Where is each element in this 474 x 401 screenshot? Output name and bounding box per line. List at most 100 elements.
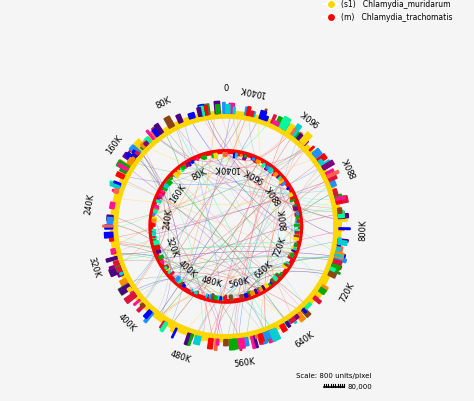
Polygon shape bbox=[339, 228, 350, 229]
Polygon shape bbox=[160, 190, 165, 195]
Polygon shape bbox=[115, 264, 121, 272]
Text: 80K: 80K bbox=[190, 167, 208, 183]
Polygon shape bbox=[158, 197, 160, 199]
Polygon shape bbox=[318, 159, 323, 164]
Polygon shape bbox=[250, 291, 255, 296]
Polygon shape bbox=[165, 182, 170, 187]
Polygon shape bbox=[191, 160, 194, 164]
Polygon shape bbox=[109, 202, 115, 209]
Polygon shape bbox=[155, 245, 160, 249]
Polygon shape bbox=[258, 288, 261, 292]
Polygon shape bbox=[305, 302, 311, 309]
Polygon shape bbox=[173, 172, 179, 178]
Polygon shape bbox=[119, 272, 123, 275]
Polygon shape bbox=[200, 106, 205, 116]
Polygon shape bbox=[154, 241, 159, 245]
Polygon shape bbox=[302, 139, 309, 145]
Polygon shape bbox=[245, 294, 248, 298]
Text: 1040K: 1040K bbox=[238, 84, 266, 98]
Polygon shape bbox=[160, 322, 167, 332]
Polygon shape bbox=[155, 245, 159, 249]
Polygon shape bbox=[247, 291, 252, 296]
Polygon shape bbox=[210, 295, 213, 299]
Polygon shape bbox=[123, 152, 135, 163]
Polygon shape bbox=[312, 148, 322, 158]
Polygon shape bbox=[265, 166, 269, 170]
Text: 800K: 800K bbox=[278, 209, 289, 231]
Polygon shape bbox=[178, 170, 182, 174]
Polygon shape bbox=[244, 295, 247, 298]
Polygon shape bbox=[176, 278, 182, 283]
Polygon shape bbox=[264, 165, 269, 170]
Polygon shape bbox=[146, 130, 155, 140]
Polygon shape bbox=[288, 255, 293, 259]
Polygon shape bbox=[282, 119, 288, 129]
Polygon shape bbox=[112, 189, 118, 192]
Polygon shape bbox=[233, 153, 235, 158]
Polygon shape bbox=[270, 280, 274, 284]
Polygon shape bbox=[285, 321, 291, 328]
Polygon shape bbox=[254, 336, 258, 348]
Polygon shape bbox=[251, 158, 255, 160]
Polygon shape bbox=[337, 238, 341, 245]
Polygon shape bbox=[273, 275, 278, 281]
Polygon shape bbox=[153, 217, 155, 220]
Polygon shape bbox=[286, 262, 289, 265]
Polygon shape bbox=[110, 183, 120, 188]
Polygon shape bbox=[264, 285, 268, 288]
Polygon shape bbox=[144, 312, 154, 323]
Text: 480K: 480K bbox=[170, 349, 192, 365]
Polygon shape bbox=[316, 290, 324, 297]
Polygon shape bbox=[191, 289, 193, 292]
Polygon shape bbox=[294, 207, 298, 210]
Polygon shape bbox=[164, 265, 169, 269]
Polygon shape bbox=[113, 261, 119, 266]
Polygon shape bbox=[154, 207, 159, 210]
Polygon shape bbox=[261, 114, 263, 119]
Polygon shape bbox=[220, 296, 221, 300]
Polygon shape bbox=[128, 152, 137, 161]
Polygon shape bbox=[172, 328, 177, 338]
Polygon shape bbox=[204, 105, 208, 115]
Polygon shape bbox=[291, 124, 301, 136]
Polygon shape bbox=[296, 216, 299, 218]
Polygon shape bbox=[132, 149, 140, 157]
Polygon shape bbox=[176, 114, 183, 123]
Polygon shape bbox=[194, 291, 198, 294]
Polygon shape bbox=[258, 290, 261, 292]
Text: 480K: 480K bbox=[200, 275, 223, 290]
Polygon shape bbox=[289, 317, 296, 323]
Polygon shape bbox=[156, 200, 161, 203]
Polygon shape bbox=[141, 143, 147, 150]
Polygon shape bbox=[177, 170, 180, 174]
Polygon shape bbox=[119, 284, 131, 294]
Polygon shape bbox=[283, 263, 288, 268]
Polygon shape bbox=[203, 156, 207, 159]
Polygon shape bbox=[254, 158, 256, 162]
Polygon shape bbox=[275, 273, 280, 278]
Polygon shape bbox=[193, 336, 201, 345]
Polygon shape bbox=[313, 296, 321, 304]
Polygon shape bbox=[329, 267, 335, 275]
Polygon shape bbox=[121, 283, 131, 293]
Polygon shape bbox=[211, 294, 214, 299]
Polygon shape bbox=[116, 160, 130, 171]
Polygon shape bbox=[269, 168, 273, 172]
Polygon shape bbox=[286, 262, 289, 265]
Text: 160K: 160K bbox=[168, 182, 188, 205]
Polygon shape bbox=[245, 155, 246, 157]
Polygon shape bbox=[273, 172, 278, 176]
Text: 640K: 640K bbox=[253, 260, 275, 281]
Polygon shape bbox=[242, 295, 246, 298]
Polygon shape bbox=[214, 101, 220, 114]
Polygon shape bbox=[326, 169, 334, 174]
Polygon shape bbox=[332, 259, 342, 268]
Polygon shape bbox=[156, 130, 161, 135]
Polygon shape bbox=[129, 146, 140, 158]
Polygon shape bbox=[321, 160, 332, 170]
Polygon shape bbox=[256, 160, 260, 163]
Polygon shape bbox=[196, 291, 199, 294]
Polygon shape bbox=[280, 120, 290, 130]
Polygon shape bbox=[161, 259, 164, 262]
Polygon shape bbox=[294, 243, 297, 247]
